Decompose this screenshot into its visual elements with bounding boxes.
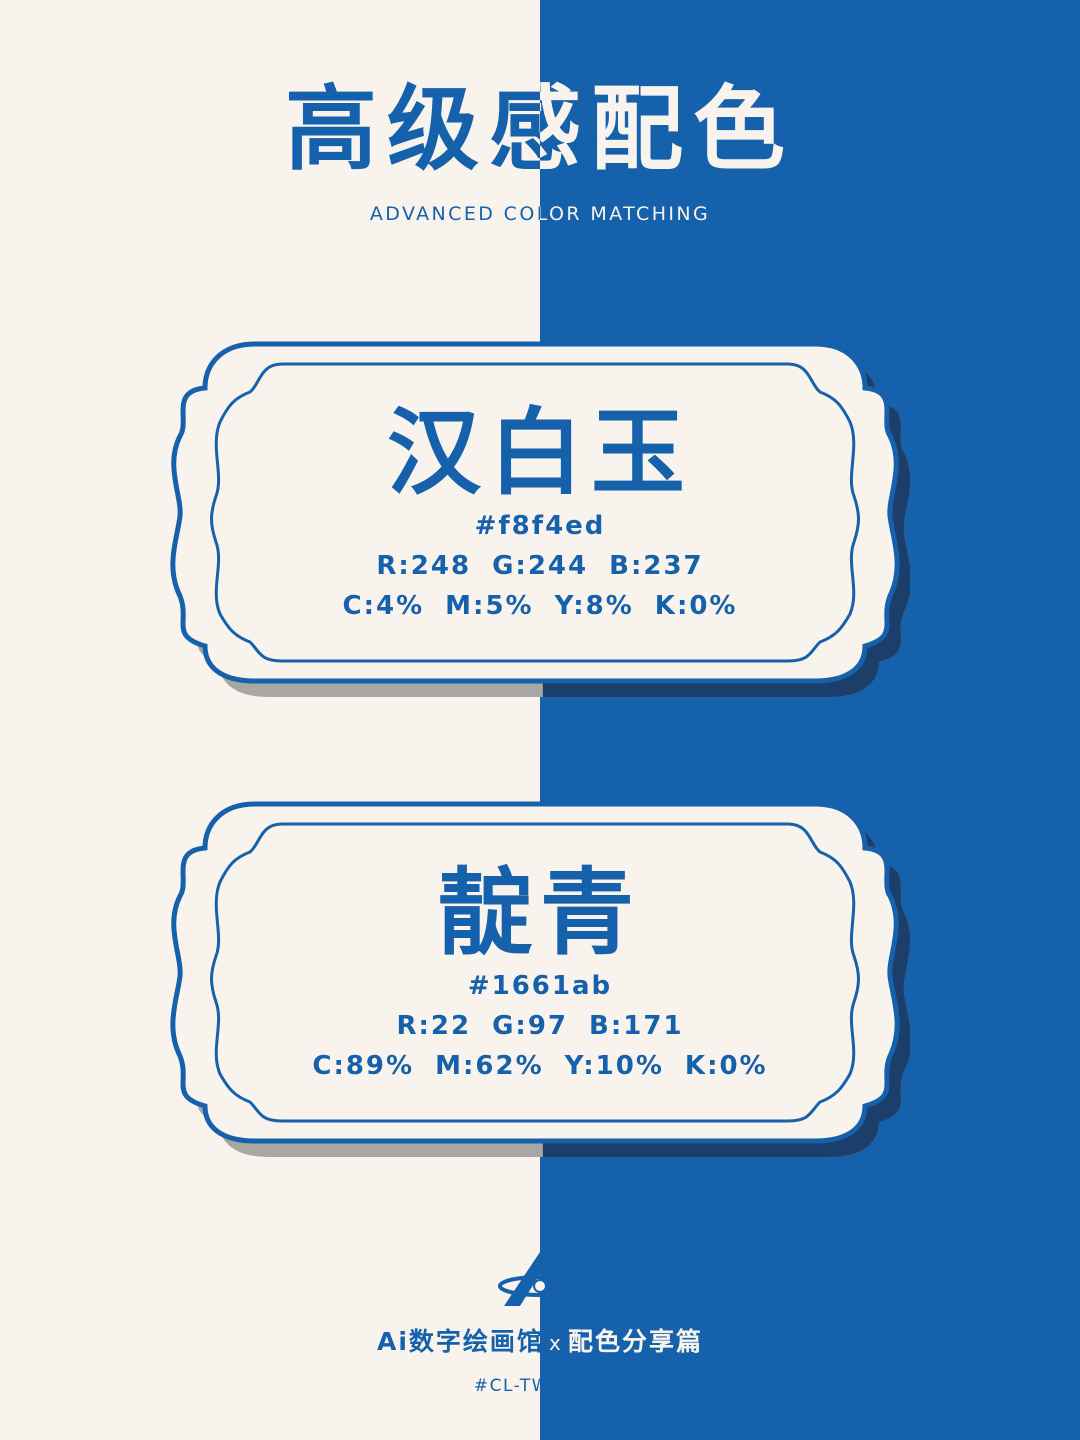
- page-title: 高级感配色 高级感配色: [0, 70, 1080, 190]
- color-rgb-1: R:248 G:244 B:237: [376, 551, 704, 581]
- footer-brand-separator: x: [549, 1331, 563, 1355]
- triangle-orbit-logo-icon: [498, 1252, 582, 1306]
- color-name-2: 靛青: [437, 858, 642, 968]
- page-subtitle-left: ADVANCED COLOR MATCHING: [369, 203, 711, 225]
- color-cmyk-1: C:4% M:5% Y:8% K:0%: [342, 591, 738, 621]
- footer-brand-right: 配色分享篇: [567, 1327, 703, 1356]
- page-subtitle-right: ADVANCED COLOR MATCHING: [369, 203, 711, 225]
- color-cmyk-2: C:89% M:62% Y:10% K:0%: [312, 1051, 768, 1081]
- card-frame-2: [170, 796, 910, 1157]
- color-hex-1: #f8f4ed: [474, 511, 606, 541]
- color-hex-2: #1661ab: [467, 971, 613, 1001]
- page-subtitle: ADVANCED COLOR MATCHING ADVANCED COLOR M…: [0, 198, 1080, 230]
- color-rgb-2: R:22 G:97 B:171: [396, 1011, 684, 1041]
- footer-code: #CL-TW-1322: [0, 1372, 1080, 1400]
- page-title-right: 高级感配色: [284, 76, 795, 183]
- color-card-2: 靛青 #1661ab R:22 G:97 B:171 C:89% M:62% Y…: [170, 796, 910, 1166]
- page-title-left: 高级感配色: [284, 76, 795, 183]
- color-name-1: 汉白玉: [386, 398, 693, 508]
- footer-brand-left: Ai数字绘画馆: [377, 1327, 544, 1356]
- background-right-blue: [540, 0, 1080, 1440]
- color-card-1: 汉白玉 #f8f4ed R:248 G:244 B:237 C:4% M:5% …: [170, 336, 910, 706]
- footer-brand: Ai数字绘画馆 x 配色分享篇: [0, 1322, 1080, 1362]
- card-frame-1: [170, 336, 910, 697]
- footer-code-text: #CL-TW-1322: [473, 1376, 607, 1396]
- background-left-cream: [0, 0, 540, 1440]
